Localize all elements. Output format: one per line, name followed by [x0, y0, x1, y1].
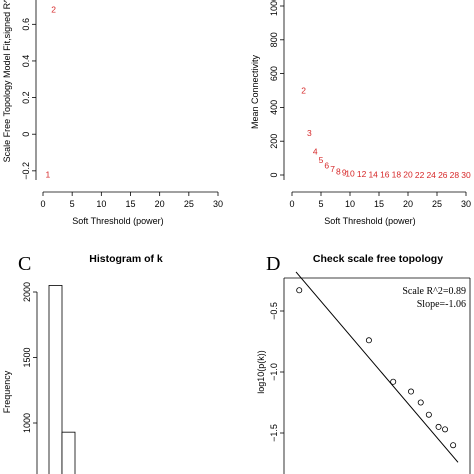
- panel-d-y-axis-label: log10(p(k)): [256, 350, 266, 394]
- panel-d-legend-r2: Scale R^2=0.89: [402, 286, 466, 297]
- panel-a-x-tick-label: 25: [184, 199, 194, 209]
- panel-b-point-label: 30: [461, 170, 471, 180]
- panel-b-x-tick-label: 30: [461, 199, 471, 209]
- panel-b-point-label: 26: [438, 170, 448, 180]
- panel-a-x-tick-label: 10: [96, 199, 106, 209]
- panel-b-y-tick-label: 1000: [269, 0, 279, 16]
- panel-d-y-tick-label: −0.5: [269, 302, 279, 320]
- panel-d-scale-free-check: D Check scale free topology log10(p(k)) …: [256, 253, 471, 474]
- panel-d-point: [435, 423, 442, 430]
- panel-d-point: [450, 442, 457, 449]
- panel-d-title: Check scale free topology: [313, 253, 443, 265]
- panel-b-point-label: 28: [450, 170, 460, 180]
- panel-d-legend-slope: Slope=-1.06: [417, 299, 466, 310]
- panel-b-y-tick-label: 800: [269, 32, 279, 47]
- panel-a-x-tick-label: 5: [70, 199, 75, 209]
- panel-d-point: [365, 337, 372, 344]
- panel-b-point-label: 9: [342, 168, 347, 178]
- panel-b-point-label: 2: [301, 86, 306, 96]
- panel-a-y-tick-label: −0.2: [21, 162, 31, 180]
- panel-b-mean-connectivity: Mean Connectivity Soft Threshold (power)…: [250, 0, 471, 226]
- panel-d-point: [296, 287, 303, 294]
- panel-d-y-tick-label: −1.5: [269, 424, 279, 442]
- panel-c-histogram: C Histogram of k Frequency 5001000150020…: [2, 253, 163, 474]
- panel-c-y-tick-label: 2000: [22, 282, 32, 302]
- panel-b-y-tick-label: 200: [269, 134, 279, 149]
- panel-c-title: Histogram of k: [89, 253, 163, 265]
- panel-b-point-label: 10: [345, 168, 355, 178]
- panel-d-letter: D: [266, 253, 280, 275]
- panel-a-point-label: 1: [45, 170, 50, 180]
- panel-d-point: [417, 399, 424, 406]
- panel-b-x-tick-label: 5: [318, 199, 323, 209]
- panel-b-x-tick-label: 10: [345, 199, 355, 209]
- panel-d-y-tick-label: −1.0: [269, 363, 279, 381]
- panel-b-point-label: 20: [403, 170, 413, 180]
- panel-a-y-tick-label: 0.4: [21, 55, 31, 68]
- panel-a-y-tick-label: 0.6: [21, 18, 31, 31]
- panel-c-letter: C: [18, 253, 31, 275]
- panel-b-y-tick-label: 0: [269, 172, 279, 177]
- panel-a-point-label: 2: [51, 5, 56, 15]
- panel-d-point: [408, 388, 415, 395]
- panel-a-y-tick-label: 0: [21, 132, 31, 137]
- panel-d-point: [390, 378, 397, 385]
- panel-b-x-tick-label: 15: [374, 199, 384, 209]
- panel-a-x-tick-label: 20: [155, 199, 165, 209]
- panel-d-point: [425, 411, 432, 418]
- panel-a-y-axis-label: Scale Free Topology Model Fit,signed R^2: [2, 0, 12, 162]
- panel-a-x-tick-label: 30: [213, 199, 223, 209]
- panel-b-y-tick-label: 600: [269, 66, 279, 81]
- panel-b-point-label: 16: [380, 169, 390, 179]
- panel-b-point-label: 22: [415, 170, 425, 180]
- panel-b-x-tick-label: 0: [289, 199, 294, 209]
- panel-b-point-label: 6: [324, 161, 329, 171]
- panel-b-point-label: 24: [426, 170, 436, 180]
- panel-c-y-tick-label: 1500: [22, 347, 32, 367]
- panel-a-x-tick-label: 15: [125, 199, 135, 209]
- panel-b-y-tick-label: 400: [269, 100, 279, 115]
- panel-c-y-tick-label: 1000: [22, 413, 32, 433]
- panel-d-fit-line: [295, 271, 459, 463]
- panel-b-point-label: 8: [336, 166, 341, 176]
- panel-b-point-label: 18: [392, 170, 402, 180]
- panel-b-point-label: 12: [357, 169, 367, 179]
- panel-b-y-axis-label: Mean Connectivity: [250, 54, 260, 129]
- panel-b-x-tick-label: 25: [432, 199, 442, 209]
- panel-a-x-tick-label: 0: [40, 199, 45, 209]
- panel-a-scale-free-fit: Scale Free Topology Model Fit,signed R^2…: [2, 0, 223, 226]
- panel-b-point-label: 5: [319, 155, 324, 165]
- panel-a-x-axis-label: Soft Threshold (power): [72, 216, 163, 226]
- panel-c-y-axis-label: Frequency: [2, 370, 12, 413]
- panel-b-point-label: 7: [330, 164, 335, 174]
- panel-b-point-label: 3: [307, 128, 312, 138]
- panel-b-point-label: 4: [313, 146, 318, 156]
- panel-b-x-axis-label: Soft Threshold (power): [324, 216, 415, 226]
- panel-b-point-label: 14: [368, 169, 378, 179]
- panel-b-x-tick-label: 20: [403, 199, 413, 209]
- panel-c-bar: [61, 431, 76, 474]
- panel-a-y-tick-label: 0.2: [21, 91, 31, 104]
- panel-d-point: [442, 426, 449, 433]
- panel-c-bar: [48, 285, 63, 474]
